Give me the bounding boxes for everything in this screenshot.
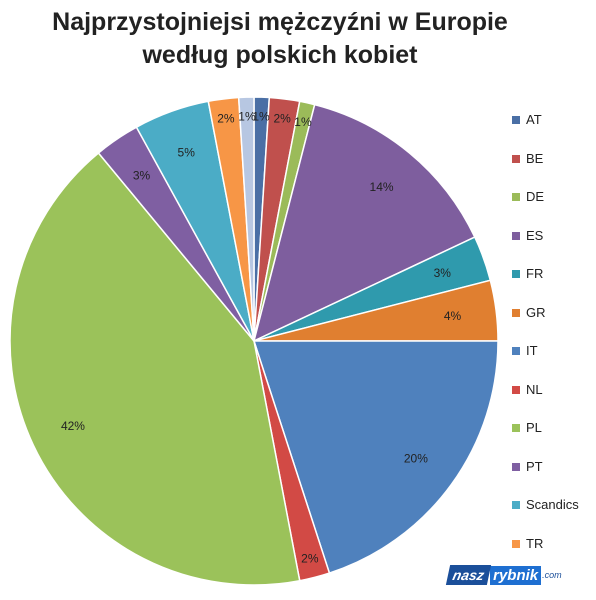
legend-swatch <box>512 154 520 163</box>
title-line-1: Najprzystojniejsi mężczyźni w Europie <box>52 8 508 36</box>
slice-label-tr: 2% <box>217 111 235 125</box>
legend-item-fr: FR <box>512 266 579 305</box>
legend-item-de: DE <box>512 189 579 228</box>
site-logo: nasz rybnik .com <box>445 563 584 587</box>
legend-item-be: BE <box>512 151 579 190</box>
legend-label: TR <box>526 535 544 551</box>
legend-item-pl: PL <box>512 420 579 459</box>
legend-item-at: AT <box>512 112 579 151</box>
legend-item-it: IT <box>512 343 579 382</box>
legend-label: Scandics <box>526 497 579 512</box>
legend-item-nl: NL <box>512 382 579 421</box>
slice-label-pt: 3% <box>133 169 151 183</box>
legend-label: DE <box>526 189 545 204</box>
pie-slice-it <box>252 340 499 575</box>
pie-slice-pl <box>9 151 301 586</box>
legend-label: AT <box>526 112 542 127</box>
legend-swatch <box>512 193 520 201</box>
legend-swatch <box>512 116 520 124</box>
slice-label-gr: 4% <box>444 309 462 323</box>
slice-label-be: 2% <box>273 111 291 125</box>
pie-slice-other <box>237 96 255 342</box>
legend-swatch <box>512 424 520 432</box>
legend-item-es: ES <box>512 228 579 267</box>
legend-label: ES <box>526 227 544 243</box>
pie-slice-es <box>252 103 476 343</box>
slice-label-es: 14% <box>370 180 394 194</box>
legend-label: BE <box>526 150 544 166</box>
legend-label: FR <box>526 266 544 281</box>
legend-label: PT <box>526 458 543 474</box>
slice-label-at: 1% <box>252 110 270 124</box>
legend-label: IT <box>526 343 538 358</box>
legend-item-tr: TR <box>512 536 579 575</box>
logo-part-2: rybnik <box>490 565 542 585</box>
legend-item-scandics: Scandics <box>512 497 579 536</box>
legend-label: NL <box>526 381 543 397</box>
legend-item-pt: PT <box>512 459 579 498</box>
legend-swatch <box>512 462 520 471</box>
slice-label-de: 1% <box>294 115 312 129</box>
legend-swatch <box>512 347 520 355</box>
legend-swatch <box>512 231 520 240</box>
logo-part-3: .com <box>542 570 562 580</box>
slice-label-it: 20% <box>404 452 428 466</box>
legend-swatch <box>512 270 520 278</box>
legend-label: GR <box>526 304 546 320</box>
legend: AT BE DE ES FR GR IT NL PL PT Scandics TR <box>512 112 579 574</box>
legend-swatch <box>512 385 520 394</box>
title-line-2: według polskich kobiet <box>142 41 418 69</box>
legend-swatch <box>512 308 520 317</box>
legend-label: PL <box>526 420 542 435</box>
slice-label-fr: 3% <box>434 266 452 280</box>
slice-label-nl: 2% <box>301 551 319 565</box>
legend-item-gr: GR <box>512 305 579 344</box>
chart-title: Najprzystojniejsi mężczyźni w Europie we… <box>0 6 560 72</box>
legend-swatch <box>512 501 520 509</box>
logo-part-1: nasz <box>445 565 492 585</box>
slice-label-scandics: 5% <box>178 146 196 160</box>
slice-label-other: 1% <box>238 110 256 124</box>
slice-label-pl: 42% <box>61 419 85 433</box>
legend-swatch <box>512 539 520 548</box>
